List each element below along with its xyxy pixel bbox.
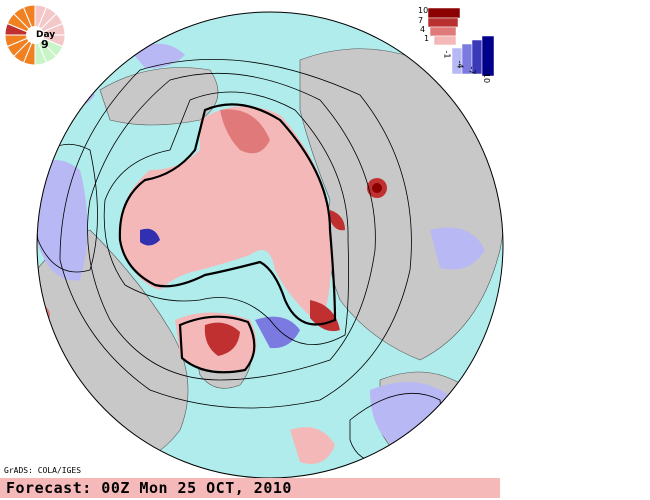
anomaly-legend [427,7,495,77]
legend-swatch [433,35,457,46]
forecast-timestamp: Forecast: 00Z Mon 25 OCT, 2010 [0,478,500,498]
legend-label: 4 [420,25,426,34]
legend-swatch [429,26,457,37]
legend-swatch [481,35,495,77]
legend-label: -10 [482,69,492,84]
legend-label: -4 [455,60,465,69]
legend-label: -7 [467,66,477,75]
legend-label: 1 [424,34,430,43]
positive-anomalies [37,106,387,464]
credit-label: GrADS: COLA/IGES [4,466,82,475]
legend-label: -1 [442,50,452,59]
day-number: 9 [41,38,49,51]
legend-label: 7 [418,16,424,25]
day-dial-center [26,26,44,44]
day-label: Day [36,30,56,40]
legend-swatch [427,17,459,28]
height-contours [37,59,441,463]
forecast-day-dial [4,4,66,66]
legend-label: 10 [418,6,429,15]
polar-globe [37,12,503,478]
legend-swatch [427,7,461,19]
